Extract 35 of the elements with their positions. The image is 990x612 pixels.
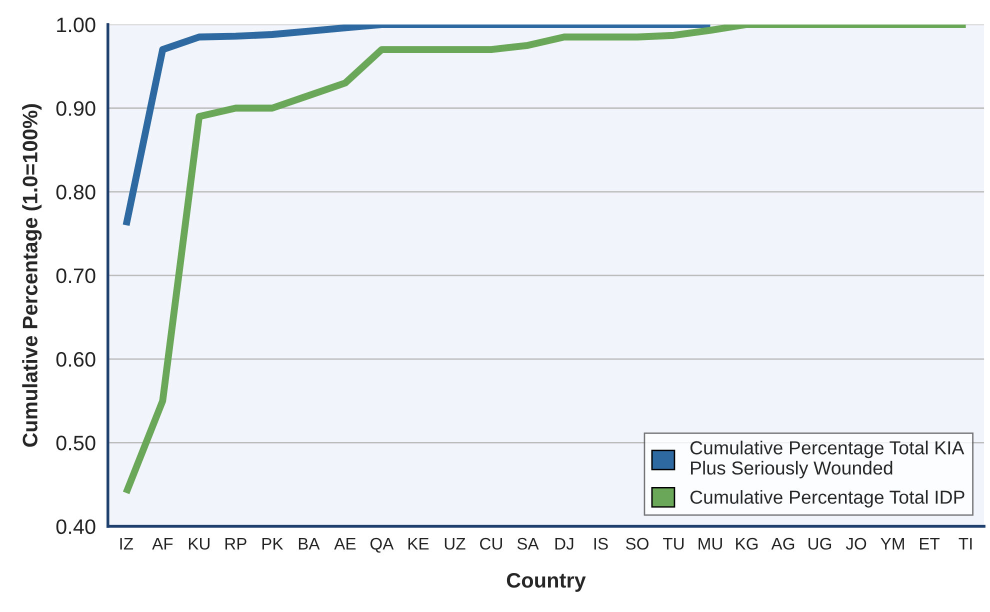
x-tick-label: SA <box>517 538 539 550</box>
y-tick-label: 1.00 <box>57 17 96 32</box>
legend-label: Cumulative Percentage Total IDP <box>690 490 964 508</box>
x-tick-label: JO <box>846 538 866 550</box>
x-tick-label: QA <box>370 538 394 553</box>
x-tick-label: AE <box>334 538 356 550</box>
x-tick-label: TU <box>663 538 684 550</box>
x-axis-title: Country <box>506 572 586 592</box>
x-tick-label: TI <box>958 538 972 550</box>
x-tick-label: AG <box>771 538 794 550</box>
x-tick-label: UG <box>808 538 832 550</box>
y-axis-title: Cumulative Percentage (1.0=100%) <box>22 104 42 447</box>
x-tick-label: UZ <box>444 538 466 550</box>
x-tick-label: CU <box>480 538 502 550</box>
x-tick-label: KU <box>188 538 210 550</box>
x-tick-label: BA <box>298 538 320 550</box>
y-tick-label: 0.60 <box>56 352 96 367</box>
y-tick-label: 0.70 <box>56 268 96 284</box>
x-tick-label: DJ <box>555 538 574 550</box>
x-tick-label: RP <box>225 538 246 550</box>
x-tick-label: KG <box>736 538 758 550</box>
x-tick-label: IS <box>594 538 608 550</box>
x-tick-label: AF <box>152 538 173 550</box>
legend-label: Cumulative Percentage Total KIA Plus Seriously Wounded <box>690 440 964 478</box>
x-tick-label: PK <box>262 538 284 550</box>
x-tick-label: KE <box>408 538 429 550</box>
y-tick-label: 0.40 <box>56 519 96 534</box>
y-tick-label: 0.90 <box>56 101 96 116</box>
y-tick-label: 0.50 <box>56 436 96 450</box>
x-tick-label: SO <box>626 538 648 550</box>
x-tick-label: IZ <box>120 538 134 550</box>
x-tick-label: YM <box>880 538 904 550</box>
x-tick-label: ET <box>920 538 940 550</box>
y-tick-label: 0.80 <box>56 184 96 200</box>
x-tick-label: MU <box>698 538 722 550</box>
